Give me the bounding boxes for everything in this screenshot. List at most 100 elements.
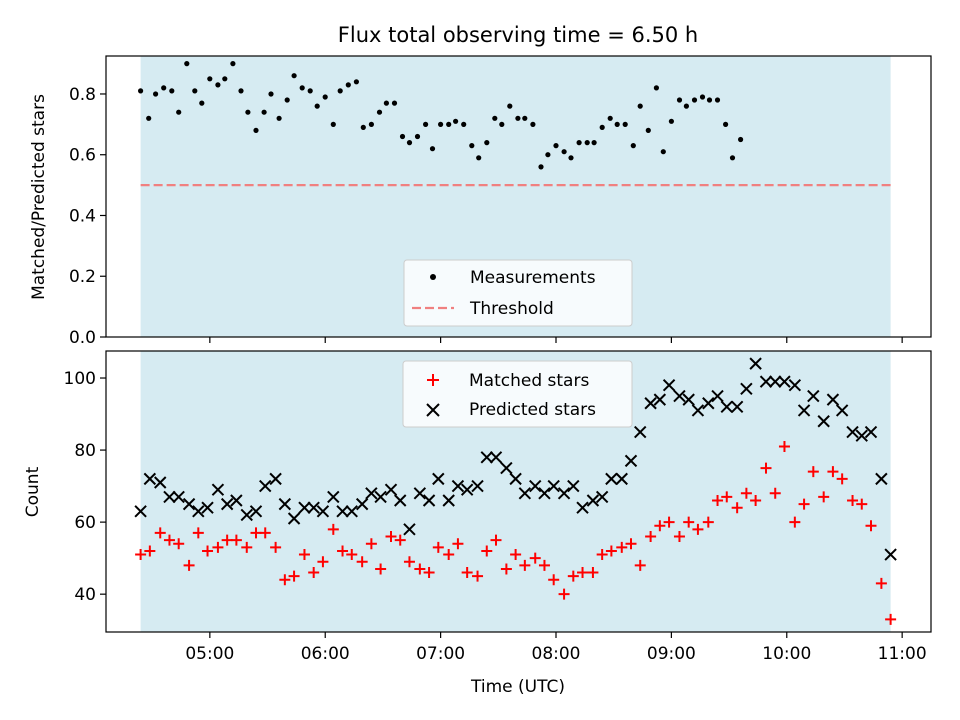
bottom-y-tick-label: 60 [74, 513, 96, 533]
bottom-panel: 40 60 80 100 05:00 06:00 07:00 08:00 09:00 10:00… [23, 350, 932, 697]
measurement-point [207, 76, 213, 82]
matched-star-point [230, 534, 242, 546]
predicted-star-point [740, 382, 753, 396]
matched-star-point [548, 574, 560, 586]
legend-matched-label: Matched stars [469, 371, 589, 391]
measurement-point [368, 121, 374, 127]
predicted-star-point [518, 487, 532, 500]
predicted-star-point [163, 490, 176, 504]
predicted-star-point [316, 505, 330, 518]
measurement-point [314, 103, 320, 109]
predicted-star-point [807, 389, 820, 403]
measurement-point [538, 164, 544, 170]
measurement-point [453, 118, 459, 124]
predicted-star-point [451, 479, 465, 493]
predicted-star-point [287, 512, 301, 525]
predicted-star-point [403, 523, 416, 536]
predicted-star-point [422, 494, 436, 507]
matched-star-point [847, 495, 859, 507]
measurement-point [653, 85, 660, 91]
predicted-star-point [826, 393, 840, 406]
predicted-star-point [442, 494, 455, 507]
predicted-star-point [730, 400, 744, 414]
predicted-star-point [634, 425, 647, 439]
bottom-x-tick-label: 08:00 [532, 644, 581, 664]
measurement-points [138, 61, 744, 170]
measurement-point [153, 91, 159, 97]
measurement-point [222, 76, 228, 82]
legend-predicted-marker [426, 403, 440, 417]
predicted-star-point [143, 472, 157, 486]
matched-star-point [634, 559, 646, 571]
top-legend-box [403, 259, 633, 327]
measurement-point [507, 103, 513, 109]
top-y-axis-label: Matched/Predicted stars [29, 94, 49, 300]
matched-star-point [192, 527, 204, 539]
matched-star-point [760, 462, 772, 474]
predicted-star-point [374, 490, 387, 504]
predicted-star-point [259, 479, 272, 493]
predicted-star-point [835, 404, 849, 417]
predicted-star-point [182, 497, 196, 511]
bottom-legend: Matched stars Predicted stars [402, 360, 633, 428]
predicted-star-point [788, 379, 802, 392]
measurement-point [268, 91, 274, 97]
matched-star-point [270, 541, 282, 553]
measurement-point [429, 146, 436, 152]
matched-star-point [250, 527, 262, 539]
measurement-point [360, 124, 366, 130]
matched-star-point [683, 516, 695, 528]
matched-star-point [827, 466, 839, 478]
legend-matched-marker [427, 374, 439, 386]
matched-star-point [173, 538, 185, 550]
matched-star-point [346, 549, 358, 561]
matched-star-point [221, 534, 233, 546]
matched-star-point [645, 531, 657, 543]
matched-star-point [538, 559, 550, 571]
predicted-star-point [201, 501, 214, 514]
predicted-star-point [336, 505, 349, 518]
measurement-point [414, 133, 421, 140]
bottom-x-tick-label: 07:00 [416, 644, 465, 664]
matched-star-point [423, 567, 435, 579]
measurement-point [215, 82, 221, 88]
measurement-point [683, 103, 690, 109]
predicted-star-point [769, 375, 782, 388]
measurement-point [706, 97, 713, 103]
matched-star-point [327, 523, 339, 535]
matched-star-point [519, 559, 531, 571]
predicted-star-point [413, 487, 427, 500]
top-legend: Measurements Threshold [403, 259, 633, 327]
measurement-point [353, 79, 359, 85]
measurement-point [568, 155, 574, 161]
measurement-point [637, 103, 643, 109]
matched-star-point [778, 440, 790, 452]
predicted-star-point [644, 397, 657, 410]
top-y-tick-label: 0.8 [69, 85, 96, 105]
predicted-star-point [586, 494, 600, 507]
top-y-tick-label: 0.0 [69, 328, 96, 348]
predicted-star-point [720, 400, 733, 414]
matched-star-point [875, 577, 887, 589]
predicted-star-point [230, 494, 243, 507]
matched-star-point [529, 552, 541, 564]
predicted-star-point [192, 505, 205, 518]
matched-star-point [481, 545, 493, 557]
matched-star-point [577, 567, 589, 579]
predicted-star-point [460, 483, 474, 496]
top-panel: 0.00.20.40.60.8 Matched/Predicted stars … [29, 55, 932, 348]
matched-star-point [836, 473, 848, 485]
top-x-ticks [209, 337, 903, 343]
bottom-x-ticks: 05:00 06:00 07:00 08:00 09:00 10:00 11:00 [185, 632, 927, 664]
measurement-point [614, 121, 620, 127]
measurement-point [245, 109, 251, 115]
count-points [134, 357, 897, 625]
matched-star-point [375, 563, 387, 575]
bottom-x-tick-label: 06:00 [301, 644, 350, 664]
predicted-star-point [298, 501, 311, 514]
predicted-star-point [480, 451, 493, 464]
predicted-star-point [211, 483, 225, 496]
top-axes-frame [105, 55, 932, 338]
bottom-x-tick-label: 09:00 [647, 644, 696, 664]
matched-star-point [558, 588, 570, 600]
